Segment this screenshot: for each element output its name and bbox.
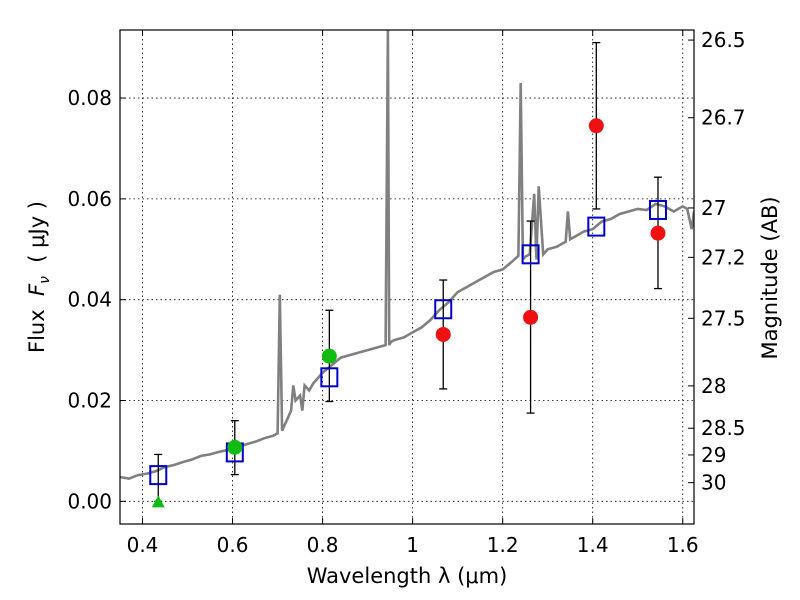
data-circle-marker	[588, 118, 604, 134]
mag-tick-label: 28.5	[701, 416, 746, 440]
mag-tick-label: 28	[701, 374, 726, 398]
y-axis-label-symbol: F	[25, 283, 49, 296]
y-tick-label: 0.02	[67, 389, 112, 413]
data-points	[149, 41, 667, 508]
tick-labels: 0.4 0.6 0.8 1 1.2 1.4 1.6 0.00 0.02 0.04 0.06 0.08 2…	[67, 28, 745, 557]
data-circle-marker	[227, 439, 243, 455]
mag-tick-label: 30	[701, 471, 726, 495]
data-circle-marker	[523, 309, 539, 325]
mag-tick-label: 26.5	[701, 28, 746, 52]
axis-ticks	[120, 30, 694, 524]
y-axis-label-unit: ( μJy )	[25, 201, 49, 276]
y-axis-label-prefix: Flux	[25, 296, 49, 353]
model-square-marker	[648, 199, 667, 220]
x-tick-label: 0.8	[307, 533, 339, 557]
x-tick-label: 1.4	[577, 533, 609, 557]
x-tick-label: 1.6	[667, 533, 699, 557]
plot-frame	[119, 29, 695, 525]
data-circle-marker	[321, 348, 337, 364]
x-tick-label: 0.6	[217, 533, 249, 557]
y-axis-right-label: Magnitude (AB)	[758, 196, 782, 359]
model-square-marker	[521, 244, 540, 265]
model-square-marker	[320, 367, 339, 388]
y-tick-label: 0.06	[67, 187, 112, 211]
grid-lines	[120, 30, 694, 524]
mag-tick-label: 29	[701, 443, 726, 467]
x-tick-label: 0.4	[127, 533, 159, 557]
y-tick-label: 0.08	[67, 86, 112, 110]
x-axis-label: Wavelength λ (μm)	[307, 564, 508, 588]
y-axis-label-subscript: ν	[37, 276, 53, 284]
mag-tick-label: 26.7	[701, 106, 746, 130]
x-tick-label: 1	[406, 533, 419, 557]
mag-tick-label: 27	[701, 196, 726, 220]
upper-limit-triangle-marker	[151, 495, 165, 508]
model-spectrum	[120, 30, 694, 480]
y-axis-label: Flux Fν ( μJy )	[25, 201, 53, 353]
data-circle-marker	[650, 225, 666, 241]
mag-tick-label: 27.5	[701, 306, 746, 330]
x-tick-label: 1.2	[487, 533, 519, 557]
model-square-marker	[434, 299, 453, 320]
y-tick-label: 0.00	[67, 489, 112, 513]
y-tick-label: 0.04	[67, 288, 112, 312]
mag-tick-label: 27.2	[701, 245, 746, 269]
data-circle-marker	[435, 326, 451, 342]
model-square-marker	[149, 465, 168, 486]
spectrum-line	[120, 30, 694, 480]
model-square-marker	[587, 216, 606, 237]
